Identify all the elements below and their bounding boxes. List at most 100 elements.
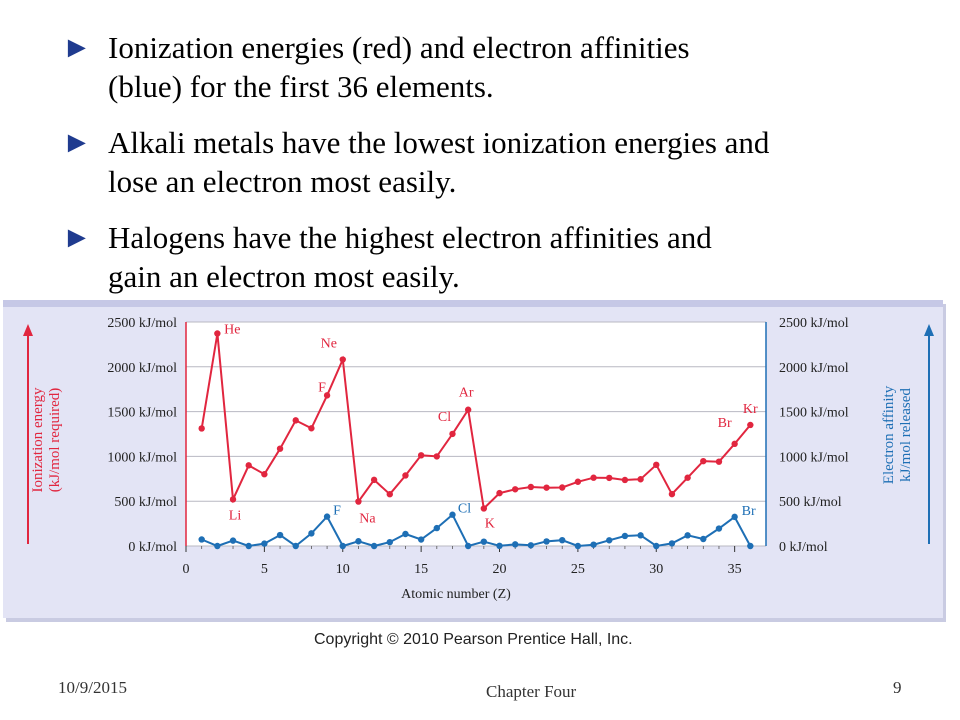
- y-tick-label-right: 2500 kJ/mol: [779, 316, 849, 331]
- element-label: He: [224, 322, 240, 337]
- ionization-data-point: [668, 490, 676, 498]
- ionization-data-point: [684, 474, 691, 481]
- affinity-data-point: [245, 542, 252, 550]
- x-tick-label: 10: [336, 562, 350, 577]
- ionization-data-point: [449, 430, 456, 438]
- element-label: F: [318, 380, 326, 395]
- affinity-data-point: [511, 541, 519, 548]
- affinity-data-point: [370, 542, 378, 550]
- x-tick-label: 30: [649, 562, 663, 577]
- affinity-data-point: [261, 540, 268, 547]
- y-tick-label-right: 1000 kJ/mol: [779, 450, 849, 465]
- ionization-data-point: [417, 452, 425, 459]
- affinity-data-point: [590, 541, 597, 548]
- right-pointing-triangle-icon: ►: [62, 31, 92, 64]
- footer-chapter: Chapter Four: [486, 682, 577, 701]
- x-tick-label: 25: [571, 562, 585, 577]
- ionization-data-point: [480, 505, 488, 512]
- ionization-data-point: [261, 471, 268, 478]
- footer-date: 10/9/2015: [58, 678, 127, 697]
- bullet-item: ► Ionization energies (red) and electron…: [62, 28, 922, 106]
- ionization-data-point: [292, 417, 299, 424]
- ionization-data-point: [370, 476, 378, 484]
- right-pointing-triangle-icon: ►: [62, 221, 92, 254]
- affinity-data-point: [543, 538, 550, 545]
- x-tick-label: 20: [493, 562, 507, 577]
- y-axis-label-left-line: (kJ/mol required): [47, 388, 63, 493]
- y-tick-label-left: 0 kJ/mol: [128, 540, 177, 555]
- ionization-data-point: [700, 457, 707, 465]
- ionization-data-point: [606, 474, 613, 482]
- affinity-data-point: [606, 537, 613, 544]
- element-label: Li: [229, 508, 242, 523]
- element-label: Kr: [743, 402, 758, 417]
- bullet-line: lose an electron most easily.: [108, 164, 457, 199]
- affinity-data-point: [464, 542, 472, 550]
- affinity-data-point: [480, 538, 488, 545]
- affinity-data-point: [308, 530, 315, 537]
- y-axis-label-left-line: Ionization energy: [30, 387, 46, 493]
- affinity-data-point: [339, 542, 346, 550]
- affinity-data-point: [700, 535, 707, 543]
- affinity-data-point: [747, 542, 754, 550]
- x-tick-label: 5: [261, 562, 268, 577]
- affinity-data-point: [433, 524, 441, 532]
- y-tick-label-left: 1500 kJ/mol: [107, 406, 177, 421]
- x-tick-label: 35: [728, 562, 742, 577]
- affinity-data-point: [637, 532, 644, 539]
- bullet-line: gain an electron most easily.: [108, 259, 460, 294]
- ionization-data-point: [543, 484, 550, 491]
- y-tick-label-left: 1000 kJ/mol: [107, 450, 177, 465]
- ionization-data-point: [402, 472, 409, 479]
- ionization-series-line: [200, 333, 752, 511]
- ionization-data-point: [214, 330, 221, 337]
- y-tick-label-right: 1500 kJ/mol: [779, 406, 849, 421]
- affinity-data-point: [198, 536, 205, 543]
- affinity-data-point: [214, 542, 221, 550]
- copyright-notice: Copyright © 2010 Pearson Prentice Hall, …: [314, 631, 633, 648]
- bullet-line: Halogens have the highest electron affin…: [108, 220, 712, 255]
- affinity-data-point: [574, 542, 582, 550]
- affinity-data-point: [653, 542, 660, 550]
- ionization-data-point: [511, 486, 519, 493]
- ionization-data-point: [637, 476, 644, 483]
- ionization-data-point: [747, 421, 754, 429]
- ionization-axis-arrow-head: [23, 324, 33, 336]
- ionization-data-point: [276, 445, 284, 452]
- bullet-list: ► Ionization energies (red) and electron…: [62, 28, 922, 313]
- ionization-data-point: [386, 491, 393, 498]
- y-tick-label-right: 500 kJ/mol: [779, 495, 842, 510]
- affinity-data-point: [276, 531, 284, 539]
- ionization-data-point: [339, 356, 346, 363]
- ionization-data-point: [621, 476, 629, 484]
- bullet-item: ► Halogens have the highest electron aff…: [62, 218, 922, 296]
- footer-page-number: 9: [893, 678, 902, 697]
- ionization-data-point: [731, 440, 738, 448]
- x-axis-label: Atomic number (Z): [401, 587, 511, 602]
- element-label: K: [485, 516, 495, 531]
- ionization-data-point: [433, 453, 441, 460]
- plot-area: [186, 322, 766, 546]
- affinity-data-point: [355, 538, 362, 545]
- ionization-data-point: [323, 392, 331, 399]
- y-axis-label-right-line: Electron affinity: [881, 385, 897, 484]
- ionization-data-point: [590, 474, 597, 481]
- affinity-data-point: [292, 542, 299, 550]
- y-axis-label-right: Electron affinity kJ/mol released: [881, 385, 914, 484]
- ionization-data-point: [308, 425, 315, 432]
- affinity-data-point: [417, 536, 425, 543]
- ionization-data-point: [464, 406, 472, 413]
- ionization-data-point: [653, 461, 660, 469]
- bullet-item: ► Alkali metals have the lowest ionizati…: [62, 123, 922, 201]
- affinity-data-point: [402, 530, 409, 538]
- right-pointing-triangle-icon: ►: [62, 126, 92, 159]
- bullet-line: Ionization energies (red) and electron a…: [108, 30, 690, 65]
- affinity-data-point: [684, 532, 691, 539]
- affinity-data-point: [323, 513, 331, 520]
- affinity-data-point: [386, 538, 393, 546]
- element-label: Cl: [458, 502, 471, 517]
- ionization-data-point: [496, 489, 503, 497]
- chart-svg: 0 kJ/mol 0 kJ/mol 500 kJ/mol 500 kJ/mol 1000…: [23, 316, 934, 602]
- bullet-line: (blue) for the first 36 elements.: [108, 69, 494, 104]
- element-label: Br: [742, 504, 756, 519]
